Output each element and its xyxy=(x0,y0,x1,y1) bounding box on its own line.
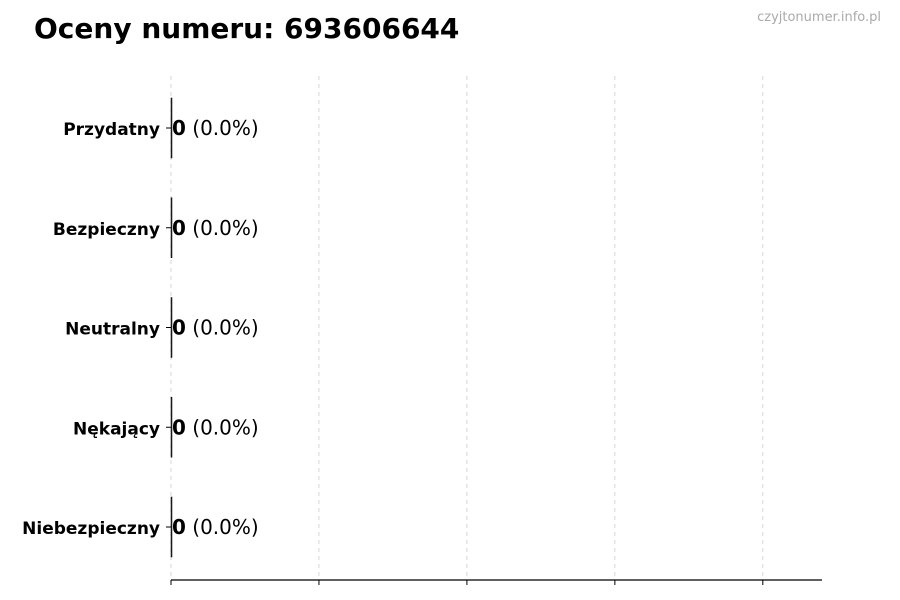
watermark: czyjtonumer.info.pl xyxy=(757,10,881,25)
data-label: 0 (0.0%) xyxy=(172,116,259,140)
category-label: Neutralny xyxy=(65,320,160,340)
data-label: 0 (0.0%) xyxy=(172,415,259,439)
category-label: Przydatny xyxy=(63,120,160,140)
data-label: 0 (0.0%) xyxy=(172,216,259,240)
category-label: Niebezpieczny xyxy=(22,519,160,539)
chart-title: Oceny numeru: 693606644 xyxy=(34,12,460,45)
category-label: Nękający xyxy=(73,419,160,439)
category-label: Bezpieczny xyxy=(53,220,160,240)
data-label: 0 (0.0%) xyxy=(172,515,259,539)
data-label: 0 (0.0%) xyxy=(172,316,259,340)
